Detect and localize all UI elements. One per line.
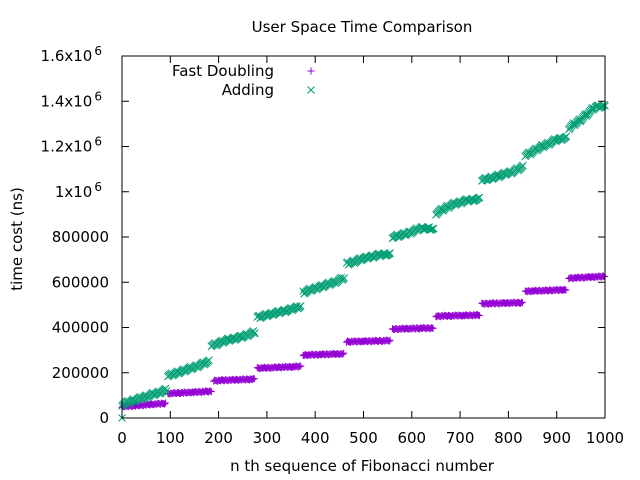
- fast-doubling-point: [386, 336, 394, 344]
- y-tick-label: 400000: [52, 319, 109, 337]
- x-tick-label: 800: [494, 429, 523, 447]
- fast-doubling-point: [297, 362, 305, 370]
- y-tick-label: 1.6x10 6: [41, 44, 102, 65]
- fast-doubling-point: [161, 399, 169, 407]
- y-tick-label: 1x10 6: [55, 180, 102, 201]
- x-tick-label: 600: [397, 429, 426, 447]
- y-tick-label-base: 400000: [52, 319, 109, 337]
- x-tick-label: 900: [542, 429, 571, 447]
- axis-ticks: 0 100 200 300 400 500 600 700 800 900 1000 0 200000 4…: [41, 44, 625, 447]
- fast-doubling-point: [562, 286, 570, 294]
- fast-doubling-point: [475, 312, 483, 320]
- y-tick-label-exponent: 6: [94, 89, 102, 103]
- fast-doubling-point: [385, 337, 393, 345]
- y-tick-label-base: 600000: [52, 273, 109, 291]
- y-tick-label: 0: [99, 409, 109, 427]
- x-tick-label: 0: [117, 429, 127, 447]
- plot-frame: [121, 55, 606, 419]
- x-tick-label: 200: [204, 429, 233, 447]
- series-adding: [118, 100, 609, 422]
- y-axis-label: time cost (ns): [8, 187, 26, 291]
- y-tick-label-base: 1.4x10: [41, 92, 93, 110]
- adding-point: [250, 329, 259, 337]
- series-fast-doubling: [118, 272, 609, 411]
- y-tick-label-base: 1x10: [55, 183, 93, 201]
- x-tick-label: 100: [156, 429, 185, 447]
- adding-point: [429, 224, 438, 233]
- y-tick-label-base: 0: [99, 409, 109, 427]
- adding-point: [475, 193, 484, 202]
- x-tick-label: 700: [446, 429, 475, 447]
- fast-doubling-point: [250, 375, 258, 383]
- fast-doubling-point: [161, 400, 169, 408]
- fast-doubling-point: [518, 299, 526, 307]
- legend-label-adding: Adding: [222, 81, 274, 99]
- y-tick-label: 800000: [52, 228, 109, 246]
- adding-point: [581, 109, 590, 118]
- fast-doubling-point: [207, 388, 215, 396]
- y-tick-label-base: 200000: [52, 364, 109, 382]
- fast-doubling-point: [339, 350, 347, 358]
- y-tick-label: 600000: [52, 273, 109, 291]
- x-tick-label: 400: [301, 429, 330, 447]
- adding-point: [249, 327, 258, 335]
- adding-point: [519, 161, 527, 170]
- y-tick-label-exponent: 6: [94, 135, 102, 149]
- legend-label-fast-doubling: Fast Doubling: [172, 62, 274, 80]
- x-axis-label: n th sequence of Fibonacci number: [230, 457, 495, 475]
- adding-point: [296, 302, 305, 310]
- plot-marks: [118, 100, 609, 422]
- adding-point: [161, 384, 170, 393]
- adding-point: [340, 274, 349, 282]
- fast-doubling-point: [340, 349, 348, 357]
- y-tick-label-base: 800000: [52, 228, 109, 246]
- legend-marker-fast-doubling: [307, 67, 315, 75]
- y-tick-label-base: 1.2x10: [41, 138, 93, 156]
- legend: Fast Doubling Adding: [172, 62, 315, 99]
- chart-title: User Space Time Comparison: [252, 18, 473, 36]
- x-tick-label: 500: [349, 429, 378, 447]
- y-tick-label: 200000: [52, 364, 109, 382]
- adding-point: [562, 132, 571, 141]
- fast-doubling-point: [429, 324, 437, 332]
- adding-point: [386, 249, 394, 258]
- legend-marker-adding: [307, 86, 315, 94]
- y-tick-label: 1.4x10 6: [41, 89, 102, 110]
- y-tick-label-exponent: 6: [94, 44, 102, 58]
- y-tick-label-exponent: 6: [94, 180, 102, 194]
- adding-point: [162, 387, 171, 395]
- x-tick-label: 1000: [586, 429, 624, 447]
- adding-point: [569, 119, 578, 128]
- x-tick-label: 300: [253, 429, 282, 447]
- adding-point: [205, 356, 213, 364]
- y-tick-label: 1.2x10 6: [41, 135, 102, 156]
- y-tick-label-base: 1.6x10: [41, 47, 93, 65]
